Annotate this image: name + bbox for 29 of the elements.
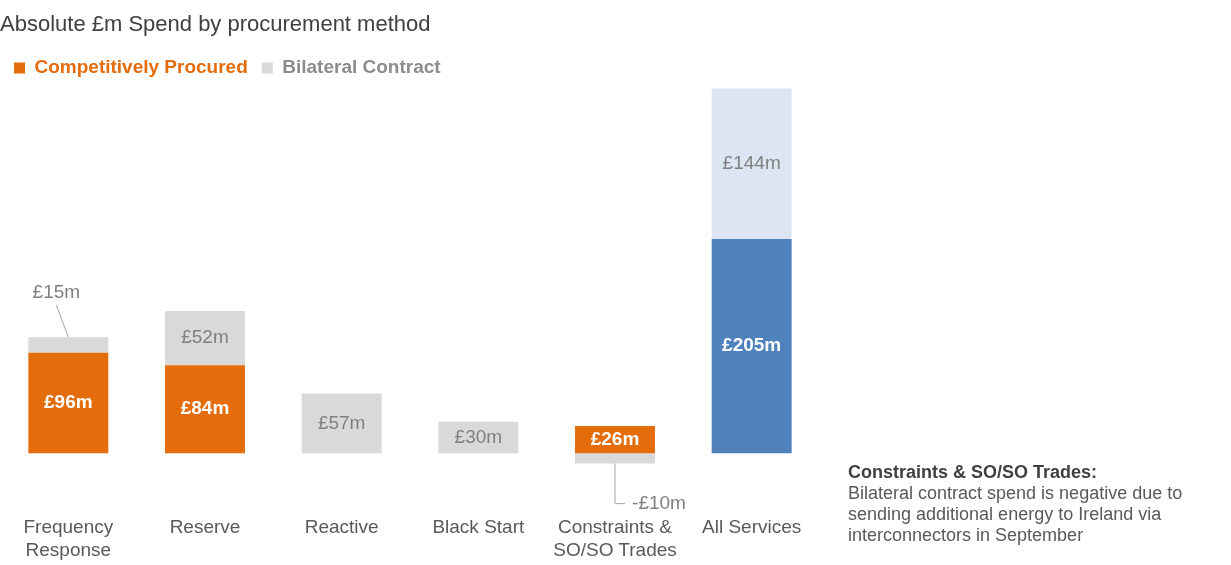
text: Bilateral contract spend is negative due to sending additional energy to Ireland via interconnectors in September — [848, 483, 1184, 546]
bar — [301, 393, 382, 454]
bar — [28, 337, 109, 353]
text: Constraints & SO/SO Trades: — [848, 462, 1099, 483]
data-label: £26m — [590, 427, 640, 449]
data-label: £52m — [181, 326, 229, 348]
bar — [575, 453, 655, 464]
legend-label: Bilateral Contract — [282, 56, 442, 78]
x-tick-label: Black Start — [432, 516, 525, 538]
data-label: £144m — [722, 151, 781, 173]
legend-label: Competitively Procured — [34, 56, 248, 78]
bar — [711, 238, 792, 454]
x-tick-label: All Services — [702, 516, 802, 538]
x-tick-label: Reactive — [304, 516, 379, 538]
data-label: £84m — [180, 397, 230, 419]
chart-title: Absolute £m Spend by procurement method — [0, 11, 431, 37]
bar — [165, 365, 245, 454]
data-label: -£10m — [632, 491, 686, 513]
x-tick-label: Constraints & SO/SO Trades — [553, 516, 677, 560]
data-label: £30m — [454, 425, 503, 447]
bar — [711, 88, 792, 239]
data-label: £15m — [32, 281, 81, 303]
x-tick-label: Frequency Response — [23, 516, 114, 560]
data-label: £57m — [317, 411, 366, 433]
bar — [28, 352, 109, 454]
bar — [165, 311, 245, 366]
data-label: £205m — [722, 334, 782, 356]
data-label: £96m — [44, 391, 93, 413]
x-tick-label: Reserve — [169, 516, 241, 538]
